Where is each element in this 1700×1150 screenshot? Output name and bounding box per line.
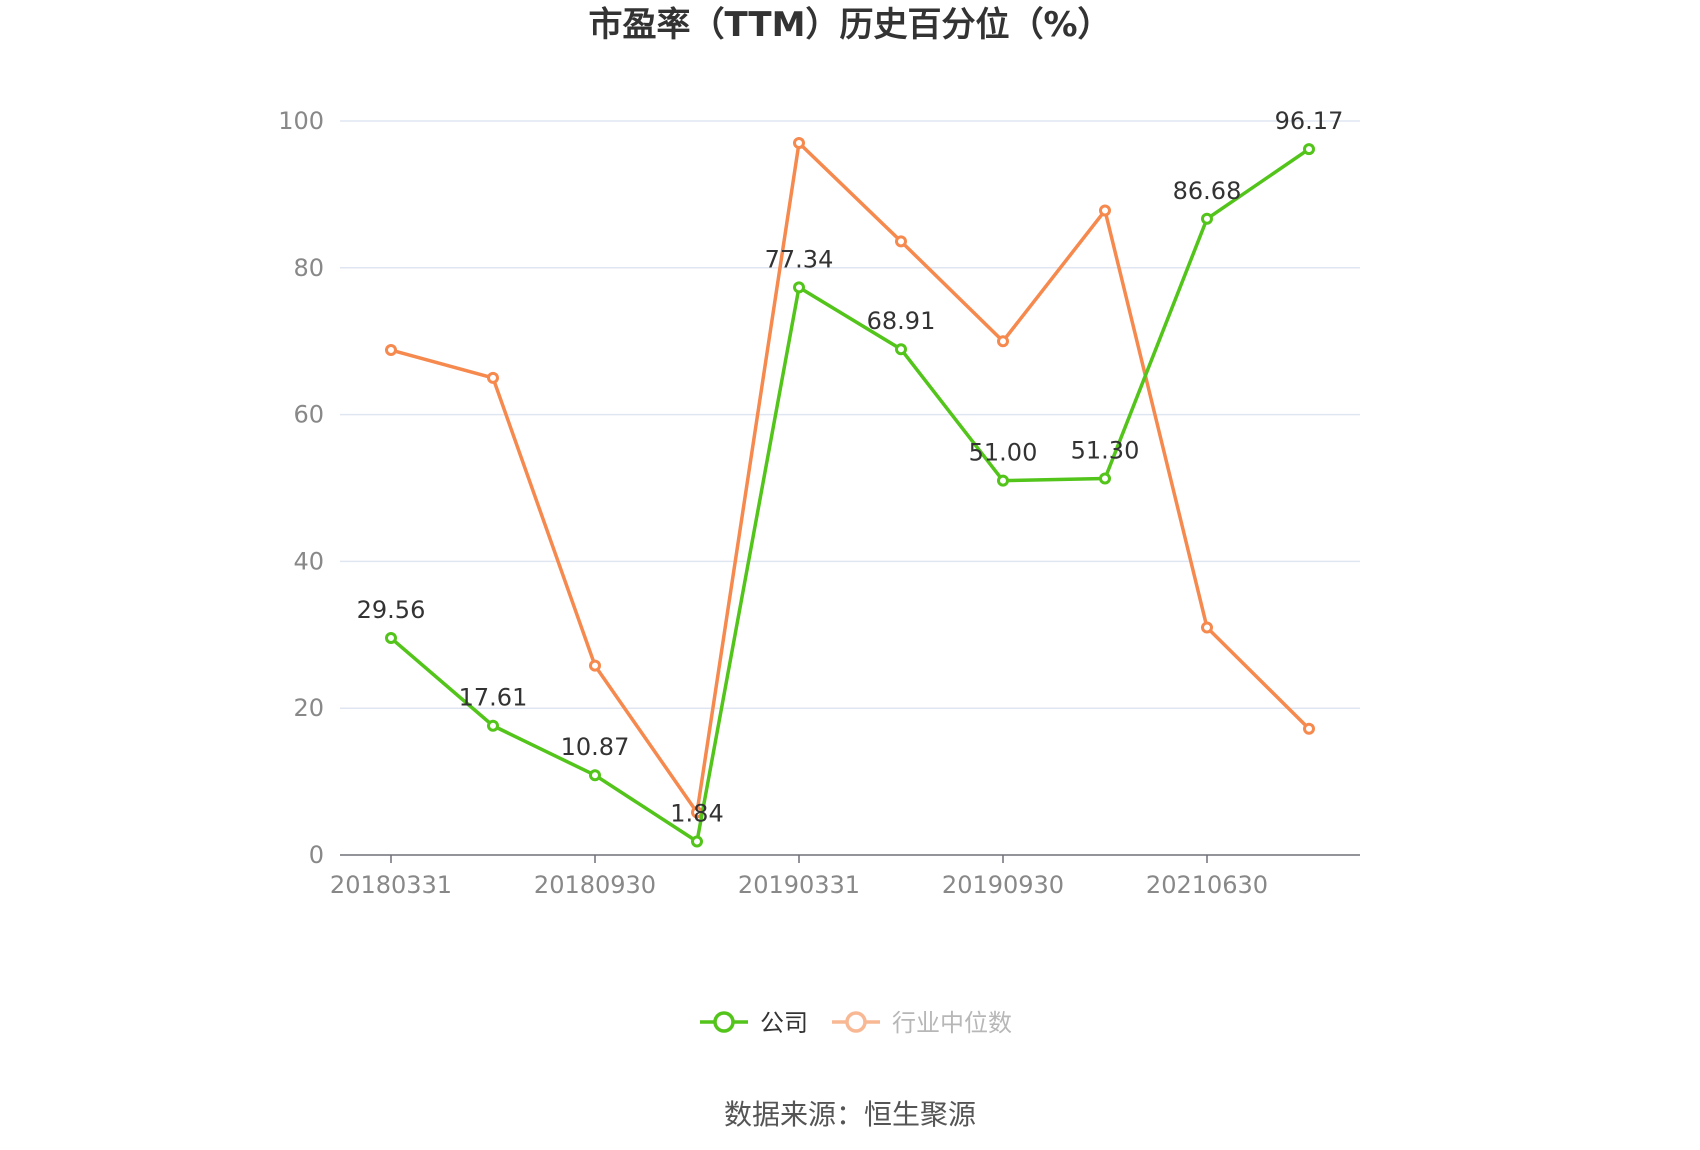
data-point xyxy=(895,235,907,248)
data-point xyxy=(589,769,601,782)
data-point xyxy=(589,659,601,672)
series-lines xyxy=(385,137,1315,848)
data-label: 96.17 xyxy=(1275,107,1344,135)
legend-label: 行业中位数 xyxy=(892,1009,1012,1037)
x-tick-label: 20180930 xyxy=(534,871,656,899)
y-tick-label: 0 xyxy=(309,841,324,869)
y-tick-label: 60 xyxy=(293,401,324,429)
y-tick-label: 80 xyxy=(293,254,324,282)
x-tick-label: 20190331 xyxy=(738,871,860,899)
chart-title: 市盈率（TTM）历史百分位（%） xyxy=(588,5,1111,45)
source-note: 数据来源：恒生聚源 xyxy=(724,1098,976,1131)
data-point xyxy=(1201,621,1213,634)
data-point xyxy=(385,344,397,357)
legend-item[interactable]: 公司 xyxy=(700,1009,808,1037)
axes: 0 20 40 60 80 100 20180331 20180930 20190331 2019… xyxy=(278,107,1360,899)
data-point xyxy=(1303,722,1315,735)
data-point xyxy=(997,335,1009,348)
x-tick-label: 20210630 xyxy=(1146,871,1268,899)
data-point xyxy=(997,474,1009,487)
data-point xyxy=(1099,472,1111,485)
legend-marker-icon xyxy=(845,1011,867,1033)
data-point xyxy=(487,719,499,732)
data-labels: 29.56 17.61 10.87 1.84 77.34 68.91 51.00 51.30 8… xyxy=(357,107,1344,827)
x-tick-label: 20180331 xyxy=(330,871,452,899)
data-point xyxy=(487,371,499,384)
data-label: 68.91 xyxy=(867,307,936,335)
data-point xyxy=(1303,143,1315,156)
data-label: 51.30 xyxy=(1071,436,1140,464)
data-point xyxy=(1099,204,1111,217)
series-line-0 xyxy=(389,147,1310,844)
legend-label: 公司 xyxy=(760,1009,808,1037)
data-label: 51.00 xyxy=(969,439,1038,467)
series-line-1 xyxy=(390,141,1311,815)
data-point xyxy=(1201,212,1213,225)
y-tick-label: 20 xyxy=(293,694,324,722)
data-label: 77.34 xyxy=(765,245,834,273)
data-point xyxy=(793,137,805,150)
data-point xyxy=(895,343,907,356)
x-tick-label: 20190930 xyxy=(942,871,1064,899)
legend-marker-icon xyxy=(713,1011,735,1033)
y-tick-label: 100 xyxy=(278,107,324,135)
legend-item[interactable]: 行业中位数 xyxy=(832,1009,1012,1037)
y-tick-label: 40 xyxy=(293,547,324,575)
data-label: 29.56 xyxy=(357,596,426,624)
data-point xyxy=(691,835,703,848)
data-label: 10.87 xyxy=(561,733,630,761)
legend[interactable]: 公司 行业中位数 xyxy=(700,1009,1012,1037)
data-label: 17.61 xyxy=(459,684,528,712)
data-label: 1.84 xyxy=(670,799,723,827)
data-label: 86.68 xyxy=(1173,177,1242,205)
data-point xyxy=(793,281,805,294)
data-point xyxy=(385,632,397,645)
